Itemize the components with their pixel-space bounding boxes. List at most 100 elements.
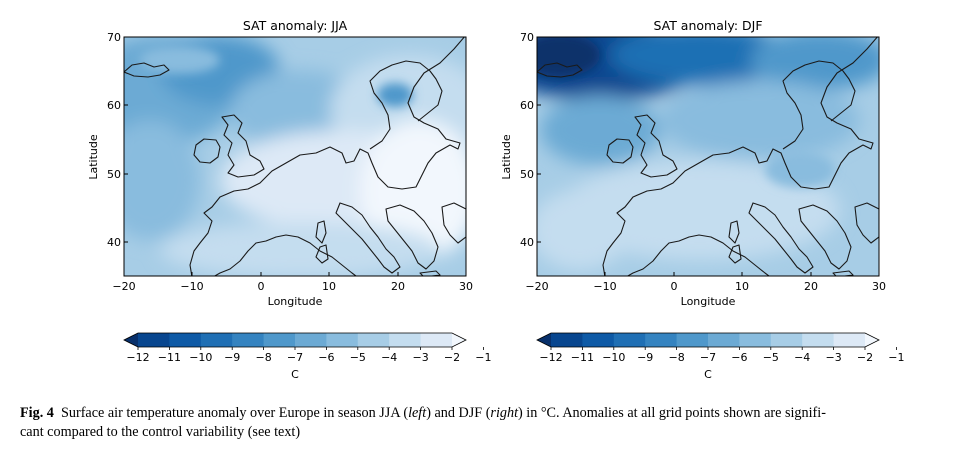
jja-colorbar-ticklabel: −6 [318,351,334,364]
jja-colorbar-ticklabel: −3 [412,351,428,364]
djf-ytick: 50 [520,168,534,181]
jja-colorbar-segment [232,333,265,347]
djf-colorbar-ticklabel: −5 [763,351,779,364]
jja-colorbar-ticklabel: −7 [287,351,303,364]
jja-region-east [360,120,466,260]
caption-text-3: ) in °C. Anomalies at all grid points sh… [518,405,826,421]
jja-colorbar-segment [169,333,202,347]
caption-text-2: ) and DJF ( [426,405,491,421]
djf-colorbar-ticklabel: −1 [888,351,904,364]
caption-left: left [408,405,427,421]
jja-ytick: 40 [107,236,121,249]
djf-xlabel: Longitude [681,295,736,308]
jja-field [124,37,466,276]
djf-xtick: 30 [872,280,886,293]
djf-xtick: 0 [671,280,678,293]
jja-region-iceland [140,46,220,74]
jja-xtick: −20 [112,280,135,293]
djf-region-central [560,160,840,260]
jja-colorbar-ticklabel: −1 [475,351,491,364]
jja-colorbar-arrow-high [452,333,466,347]
jja-colorbar-ticklabel: −12 [126,351,149,364]
djf-xtick: 20 [804,280,818,293]
jja-xtick: 10 [322,280,336,293]
jja-yticks: 70 60 50 40 [107,31,128,249]
djf-xticks: −20 −10 0 10 20 30 [525,272,886,293]
jja-colorbar-ticklabel: −4 [381,351,397,364]
jja-colorbar-ticklabel: −5 [350,351,366,364]
jja-region-west-atlantic [124,120,200,240]
djf-colorbar-segment [645,333,678,347]
djf-colorbar-segment [739,333,772,347]
jja-region-scandinavia [230,70,370,150]
djf-colorbar-segment [582,333,615,347]
djf-ytick: 60 [520,99,534,112]
jja-region-baltic [377,83,413,107]
djf-colorbar-segment [833,333,866,347]
djf-colorbar-ticklabel: −9 [637,351,653,364]
jja-ytick: 70 [107,31,121,44]
jja-colorbar-segment [295,333,327,347]
djf-colorbar-ticklabel: −4 [794,351,810,364]
djf-colorbar-ticklabel: −11 [571,351,594,364]
djf-region-greenland-sea [610,37,790,85]
jja-xticks: −20 −10 0 10 20 30 [112,272,473,293]
djf-colorbar: −12 −11 −10 −9 −8 −7 −6 −5 −4 −3 −2 −1 [536,332,905,364]
jja-xlabel: Longitude [268,295,323,308]
jja-colorbar-segment [326,333,359,347]
djf-xtick: −10 [593,280,616,293]
jja-xtick: 0 [258,280,265,293]
jja-colorbar-segment [138,333,170,347]
jja-title: SAT anomaly: JJA [243,18,348,33]
jja-colorbar-segment [200,333,233,347]
djf-colorbar-segment [770,333,803,347]
jja-colorbar-ticklabel: −10 [189,351,212,364]
djf-yticks: 70 60 50 40 [520,31,541,249]
jja-colorbar-segment [263,333,296,347]
djf-ytick: 40 [520,236,534,249]
panel-djf: SAT anomaly: DJF 70 60 50 40 [500,18,905,381]
figure-caption: Fig. 4 Surface air temperature anomaly o… [20,404,960,442]
jja-xtick: 20 [391,280,405,293]
djf-region-west [540,95,660,165]
djf-field [537,37,879,276]
djf-ylabel: Latitude [500,134,513,180]
caption-text-4: cant compared to the control variability… [20,424,301,440]
jja-xtick: −10 [180,280,203,293]
jja-ytick: 60 [107,99,121,112]
jja-colorbar-arrow-low [124,333,138,347]
jja-colorbar-segment [389,333,422,347]
djf-colorbar-label: C [704,368,712,381]
panel-jja: SAT anomaly: JJA 70 60 50 [87,18,492,381]
djf-xtick: −20 [525,280,548,293]
djf-colorbar-segment [613,333,646,347]
djf-colorbar-ticklabel: −8 [668,351,684,364]
jja-xtick: 30 [459,280,473,293]
figure-canvas: SAT anomaly: JJA 70 60 50 [87,18,905,381]
djf-colorbar-ticklabel: −10 [602,351,625,364]
djf-colorbar-segment [551,333,583,347]
djf-colorbar-segment [676,333,709,347]
djf-colorbar-ticklabel: −2 [857,351,873,364]
jja-colorbar: −12 −11 −10 −9 −8 −7 −6 −5 −4 −3 −2 −1 [123,332,492,364]
djf-title: SAT anomaly: DJF [653,18,762,33]
jja-frame [123,36,467,277]
djf-colorbar-ticklabel: −12 [539,351,562,364]
djf-colorbar-ticklabel: −7 [700,351,716,364]
jja-ylabel: Latitude [87,134,100,180]
caption-text-1: Surface air temperature anomaly over Eur… [60,405,409,421]
jja-colorbar-ticklabel: −2 [444,351,460,364]
djf-region-scandinavia [660,80,860,160]
djf-ytick: 70 [520,31,534,44]
jja-colorbar-segment [420,333,453,347]
djf-colorbar-ticklabel: −3 [825,351,841,364]
jja-colorbar-label: C [291,368,299,381]
djf-colorbar-arrow-low [537,333,551,347]
jja-ytick: 50 [107,168,121,181]
jja-colorbar-ticklabel: −8 [255,351,271,364]
djf-frame [536,36,880,277]
caption-label: Fig. 4 [20,405,54,421]
djf-region-east [765,152,835,188]
djf-region-iberia [537,190,630,270]
djf-region-iceland [537,37,600,77]
